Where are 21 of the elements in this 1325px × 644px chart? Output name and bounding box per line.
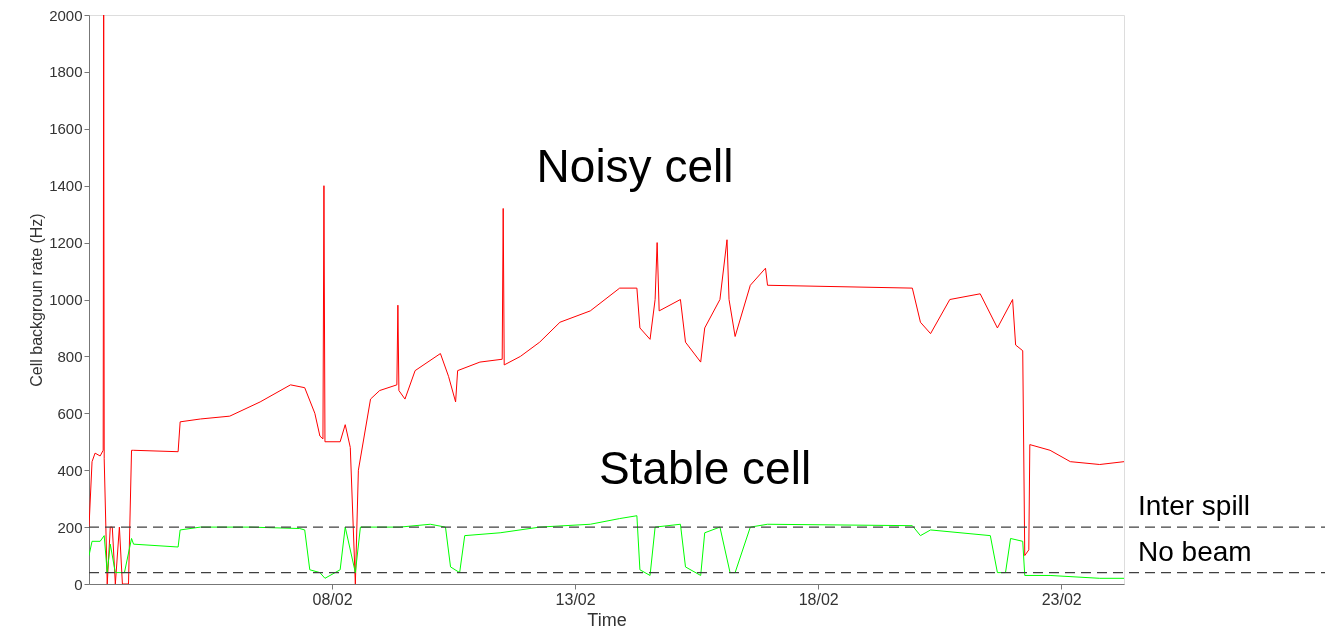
x-axis-title: Time	[587, 609, 627, 630]
ref-line-label: No beam	[1138, 535, 1252, 567]
x-tick-label: 23/02	[1041, 590, 1082, 608]
y-axis-title: Cell backgroun rate (Hz)	[28, 213, 46, 387]
y-tick-label: 200	[57, 518, 83, 536]
y-tick-label: 600	[57, 404, 83, 422]
y-tick-label: 0	[74, 575, 83, 593]
y-tick-label: 400	[57, 461, 83, 479]
y-tick-label: 1600	[49, 120, 83, 138]
y-tick-label: 800	[57, 347, 83, 365]
x-tick-label: 08/02	[312, 590, 353, 608]
y-tick-label: 1800	[49, 63, 83, 81]
series-label: Noisy cell	[536, 140, 734, 192]
y-tick-label: 1000	[49, 291, 83, 308]
y-tick-label: 1400	[49, 177, 83, 195]
x-tick-label: 13/02	[555, 590, 596, 608]
ref-line-label: Inter spill	[1138, 490, 1251, 522]
y-tick-label: 2000	[49, 6, 83, 24]
series-label: Stable cell	[598, 442, 812, 494]
y-tick-label: 1200	[49, 234, 83, 252]
x-tick-label: 18/02	[798, 590, 839, 608]
